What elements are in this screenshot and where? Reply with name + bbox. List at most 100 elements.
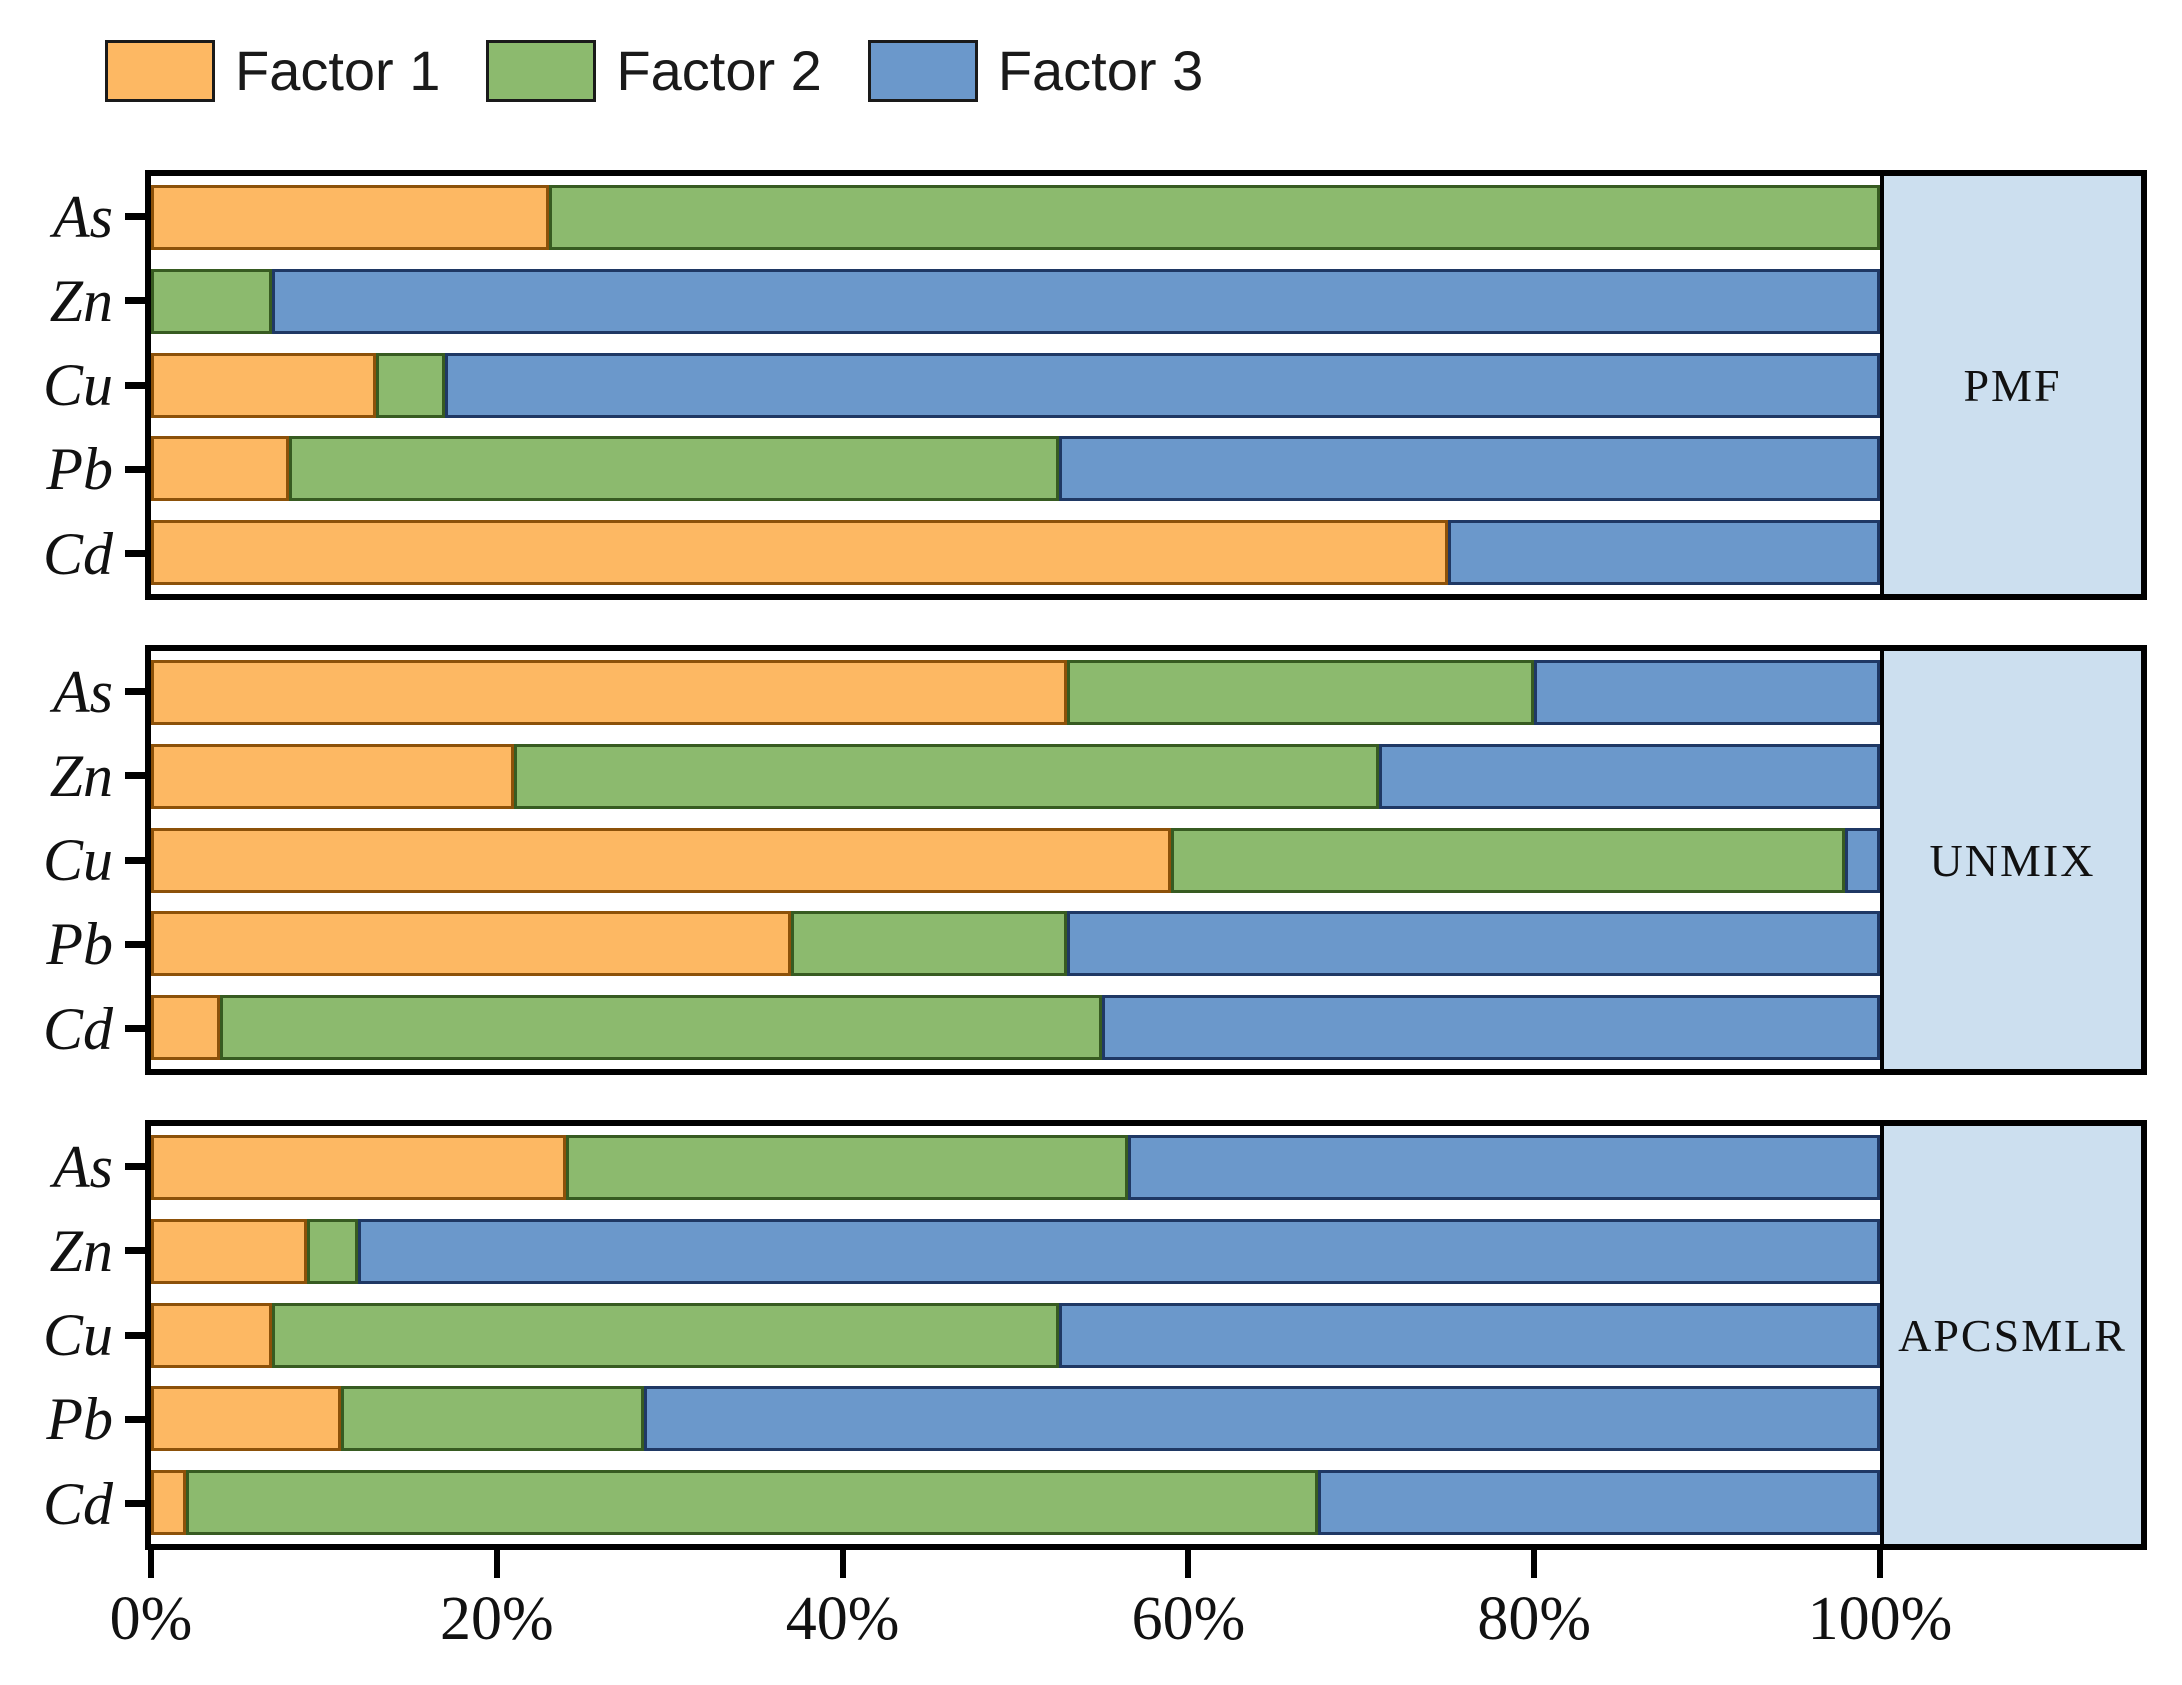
y-tick-mark bbox=[125, 1500, 145, 1507]
y-axis-label-row: As bbox=[0, 659, 145, 724]
y-axis-label: As bbox=[53, 1133, 113, 1200]
bar-segment-factor1 bbox=[151, 1470, 186, 1535]
y-axis-label-row: Cd bbox=[0, 521, 145, 586]
panel-label-strip: PMF bbox=[1880, 176, 2141, 594]
y-axis-label-row: Pb bbox=[0, 912, 145, 977]
y-axis-labels: As Zn Cu Pb Cd bbox=[0, 659, 145, 1061]
y-axis-label: Cu bbox=[42, 352, 113, 418]
legend: Factor 1 Factor 2 Factor 3 bbox=[105, 38, 1249, 103]
panel-unit-apcsmlr: As Zn Cu Pb Cd APCSMLR bbox=[0, 1120, 2182, 1550]
bar-segment-factor2 bbox=[548, 185, 1880, 250]
bar-segment-factor1 bbox=[151, 185, 549, 250]
x-tick-mark bbox=[1877, 1550, 1883, 1578]
legend-item: Factor 1 bbox=[105, 38, 440, 103]
bar-row-cd bbox=[151, 520, 1880, 585]
bar-row-pb bbox=[151, 911, 1880, 977]
x-tick-label: 80% bbox=[1477, 1585, 1592, 1653]
y-axis-label: Zn bbox=[49, 742, 113, 809]
y-tick-mark bbox=[125, 688, 145, 695]
bar-segment-factor2 bbox=[375, 352, 445, 418]
x-tick-mark bbox=[839, 1550, 846, 1578]
bar-segment-factor2 bbox=[220, 995, 1102, 1060]
x-tick-label: 0% bbox=[109, 1585, 193, 1653]
y-axis-label: Cd bbox=[42, 1470, 113, 1537]
bar-segment-factor1 bbox=[151, 1386, 342, 1452]
bar-segment-factor1 bbox=[151, 436, 290, 502]
y-axis-label: As bbox=[53, 183, 113, 250]
panel-unit-unmix: As Zn Cu Pb Cd UNMIX bbox=[0, 645, 2182, 1075]
panel-label: PMF bbox=[1963, 359, 2062, 411]
y-axis-label: Pb bbox=[46, 911, 113, 978]
bar-row-pb bbox=[151, 436, 1880, 502]
bar-row-cd bbox=[151, 1470, 1880, 1535]
bar-row-zn bbox=[151, 1218, 1880, 1284]
y-tick-mark bbox=[125, 940, 145, 948]
legend-label: Factor 1 bbox=[235, 39, 441, 102]
bar-row-as bbox=[151, 1135, 1880, 1200]
y-axis-label: Zn bbox=[49, 1217, 113, 1284]
bar-segment-factor2 bbox=[185, 1470, 1319, 1535]
bar-segment-factor3 bbox=[1101, 995, 1880, 1060]
bar-segment-factor1 bbox=[151, 352, 376, 418]
bar-segment-factor3 bbox=[1318, 1470, 1880, 1535]
legend-swatch-icon bbox=[486, 39, 597, 102]
bar-segment-factor3 bbox=[1127, 1135, 1880, 1200]
bar-segment-factor3 bbox=[1845, 827, 1880, 893]
y-tick-mark bbox=[125, 1163, 145, 1170]
y-axis-label: Cd bbox=[42, 995, 113, 1062]
y-axis-label: Pb bbox=[46, 436, 113, 503]
x-tick-label: 40% bbox=[785, 1585, 900, 1653]
y-axis-label-row: Zn bbox=[0, 743, 145, 808]
x-tick-mark bbox=[1185, 1550, 1192, 1578]
x-tick-label: 20% bbox=[439, 1585, 554, 1653]
panel-pmf: PMF bbox=[145, 170, 2147, 600]
legend-item: Factor 3 bbox=[867, 38, 1203, 103]
bar-row-cu bbox=[151, 827, 1880, 893]
panel-label: UNMIX bbox=[1929, 834, 2096, 886]
bar-row-cu bbox=[151, 352, 1880, 418]
x-tick-label: 60% bbox=[1131, 1585, 1246, 1653]
legend-item: Factor 2 bbox=[486, 38, 822, 103]
x-tick-label: 100% bbox=[1807, 1585, 1953, 1653]
bar-segment-factor3 bbox=[1058, 1302, 1880, 1368]
bar-row-zn bbox=[151, 743, 1880, 809]
bar-segment-factor2 bbox=[1171, 827, 1846, 893]
plot-area bbox=[151, 651, 1880, 1069]
bar-segment-factor1 bbox=[151, 743, 515, 809]
y-tick-mark bbox=[125, 297, 145, 305]
y-axis-label: Pb bbox=[46, 1386, 113, 1453]
y-axis-label: Zn bbox=[49, 267, 113, 334]
y-tick-mark bbox=[125, 550, 145, 557]
panel-label-strip: UNMIX bbox=[1880, 651, 2141, 1069]
panel-label: APCSMLR bbox=[1898, 1309, 2127, 1361]
y-tick-mark bbox=[125, 213, 145, 220]
y-axis-label-row: As bbox=[0, 184, 145, 249]
panel-unit-pmf: As Zn Cu Pb Cd PMF bbox=[0, 170, 2182, 600]
y-tick-mark bbox=[125, 1331, 145, 1339]
y-tick-mark bbox=[125, 465, 145, 473]
bar-segment-factor2 bbox=[790, 911, 1068, 977]
y-tick-mark bbox=[125, 381, 145, 389]
bar-segment-factor3 bbox=[643, 1386, 1880, 1452]
bar-segment-factor1 bbox=[151, 660, 1068, 725]
bar-segment-factor2 bbox=[306, 1218, 359, 1284]
bar-segment-factor3 bbox=[1378, 743, 1880, 809]
bar-row-cu bbox=[151, 1302, 1880, 1368]
bar-segment-factor3 bbox=[358, 1218, 1880, 1284]
y-tick-mark bbox=[125, 856, 145, 864]
y-axis-label-row: Cd bbox=[0, 996, 145, 1061]
y-axis-label-row: Zn bbox=[0, 268, 145, 333]
bar-row-pb bbox=[151, 1386, 1880, 1452]
legend-label: Factor 2 bbox=[616, 39, 822, 102]
bar-segment-factor3 bbox=[1067, 911, 1880, 977]
bar-segment-factor3 bbox=[444, 352, 1880, 418]
bar-row-cd bbox=[151, 995, 1880, 1060]
bar-segment-factor1 bbox=[151, 1135, 566, 1200]
bar-segment-factor3 bbox=[272, 268, 1880, 334]
bar-segment-factor2 bbox=[151, 268, 273, 334]
y-axis-label: Cu bbox=[42, 827, 113, 893]
bar-segment-factor1 bbox=[151, 520, 1448, 585]
y-axis-label: Cu bbox=[42, 1302, 113, 1368]
y-axis-label-row: Cu bbox=[0, 1303, 145, 1368]
y-axis-label-row: Cd bbox=[0, 1471, 145, 1536]
